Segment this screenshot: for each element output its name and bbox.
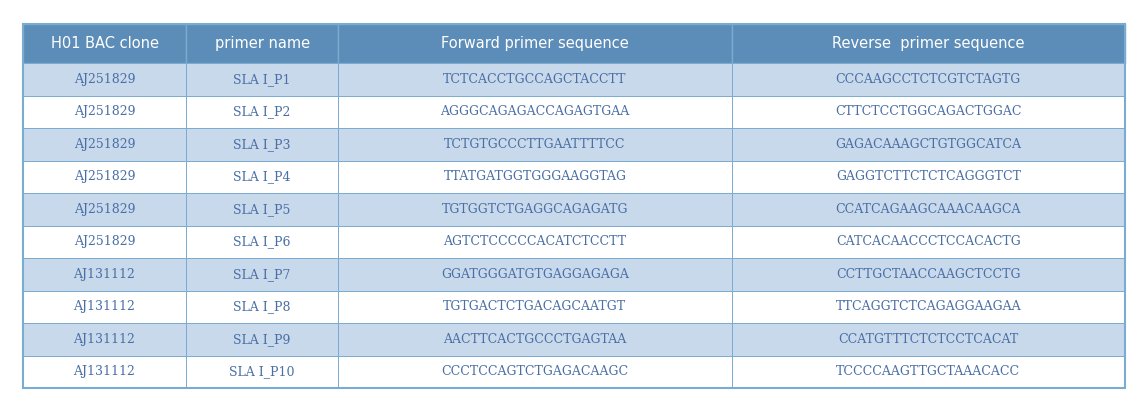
Bar xyxy=(186,193,339,226)
Text: AJ251829: AJ251829 xyxy=(73,138,135,151)
Text: GGATGGGATGTGAGGAGAGA: GGATGGGATGTGAGGAGAGA xyxy=(441,268,629,281)
Text: CCATCAGAAGCAAACAAGCA: CCATCAGAAGCAAACAAGCA xyxy=(836,203,1021,216)
Bar xyxy=(731,356,1125,388)
Text: TCTGTGCCCTTGAATTTTCC: TCTGTGCCCTTGAATTTTCC xyxy=(444,138,626,151)
Text: AJ251829: AJ251829 xyxy=(73,170,135,183)
Bar xyxy=(23,290,186,323)
Bar xyxy=(339,96,731,128)
Text: SLA I_P1: SLA I_P1 xyxy=(233,73,290,86)
Text: AACTTCACTGCCCTGAGTAA: AACTTCACTGCCCTGAGTAA xyxy=(443,333,627,346)
Text: GAGGTCTTCTCTCAGGGTCT: GAGGTCTTCTCTCAGGGTCT xyxy=(836,170,1021,183)
Bar xyxy=(731,323,1125,356)
Bar xyxy=(339,128,731,160)
Bar xyxy=(339,160,731,193)
Text: SLA I_P2: SLA I_P2 xyxy=(233,105,290,118)
Bar xyxy=(186,96,339,128)
Bar xyxy=(731,63,1125,96)
Bar xyxy=(23,323,186,356)
Text: CCCTCCAGTCTGAGACAAGC: CCCTCCAGTCTGAGACAAGC xyxy=(441,365,628,378)
Bar xyxy=(23,226,186,258)
Bar xyxy=(339,193,731,226)
Bar xyxy=(731,258,1125,290)
Text: AJ251829: AJ251829 xyxy=(73,235,135,248)
Bar xyxy=(731,226,1125,258)
Text: AJ131112: AJ131112 xyxy=(73,268,135,281)
Text: AJ131112: AJ131112 xyxy=(73,365,135,378)
Bar xyxy=(339,356,731,388)
Text: TCTCACCTGCCAGCTACCTT: TCTCACCTGCCAGCTACCTT xyxy=(443,73,627,86)
Text: AJ131112: AJ131112 xyxy=(73,300,135,313)
Bar xyxy=(731,24,1125,63)
Text: TTATGATGGTGGGAAGGTAG: TTATGATGGTGGGAAGGTAG xyxy=(443,170,627,183)
Text: AJ251829: AJ251829 xyxy=(73,73,135,86)
Text: SLA I_P3: SLA I_P3 xyxy=(233,138,290,151)
Text: Forward primer sequence: Forward primer sequence xyxy=(441,36,629,51)
Text: TTCAGGTCTCAGAGGAAGAA: TTCAGGTCTCAGAGGAAGAA xyxy=(836,300,1021,313)
Bar xyxy=(23,356,186,388)
Bar xyxy=(23,160,186,193)
Text: AJ251829: AJ251829 xyxy=(73,203,135,216)
Bar xyxy=(186,226,339,258)
Bar xyxy=(731,290,1125,323)
Bar xyxy=(731,128,1125,160)
Text: AJ131112: AJ131112 xyxy=(73,333,135,346)
Bar xyxy=(186,290,339,323)
Text: CTTCTCCTGGCAGACTGGAC: CTTCTCCTGGCAGACTGGAC xyxy=(835,105,1022,118)
Text: TGTGGTCTGAGGCAGAGATG: TGTGGTCTGAGGCAGAGATG xyxy=(442,203,628,216)
Text: SLA I_P9: SLA I_P9 xyxy=(233,333,290,346)
Bar xyxy=(23,258,186,290)
Text: Reverse  primer sequence: Reverse primer sequence xyxy=(832,36,1024,51)
Bar xyxy=(186,63,339,96)
Bar xyxy=(23,128,186,160)
Text: CCATGTTTCTCTCCTCACAT: CCATGTTTCTCTCCTCACAT xyxy=(838,333,1018,346)
Text: CCTTGCTAACCAAGCTCCTG: CCTTGCTAACCAAGCTCCTG xyxy=(836,268,1021,281)
Text: H01 BAC clone: H01 BAC clone xyxy=(51,36,158,51)
Text: primer name: primer name xyxy=(215,36,310,51)
Bar xyxy=(186,160,339,193)
Bar xyxy=(339,24,731,63)
Bar xyxy=(23,193,186,226)
Text: SLA I_P4: SLA I_P4 xyxy=(233,170,290,183)
Text: CATCACAACCCTCCACACTG: CATCACAACCCTCCACACTG xyxy=(836,235,1021,248)
Text: TGTGACTCTGACAGCAATGT: TGTGACTCTGACAGCAATGT xyxy=(443,300,627,313)
Text: SLA I_P10: SLA I_P10 xyxy=(230,365,295,378)
Bar xyxy=(731,160,1125,193)
Bar xyxy=(23,96,186,128)
Text: TCCCCAAGTTGCTAAACACC: TCCCCAAGTTGCTAAACACC xyxy=(836,365,1021,378)
Bar xyxy=(731,96,1125,128)
Text: CCCAAGCCTCTCGTCTAGTG: CCCAAGCCTCTCGTCTAGTG xyxy=(836,73,1021,86)
Bar xyxy=(339,258,731,290)
Bar xyxy=(339,290,731,323)
Bar xyxy=(339,323,731,356)
Text: SLA I_P7: SLA I_P7 xyxy=(233,268,290,281)
Bar xyxy=(186,356,339,388)
Text: AJ251829: AJ251829 xyxy=(73,105,135,118)
Bar xyxy=(186,258,339,290)
Bar xyxy=(339,226,731,258)
Bar xyxy=(23,63,186,96)
Bar xyxy=(339,63,731,96)
Text: SLA I_P6: SLA I_P6 xyxy=(233,235,290,248)
Bar xyxy=(186,24,339,63)
Text: GAGACAAAGCTGTGGCATCA: GAGACAAAGCTGTGGCATCA xyxy=(836,138,1022,151)
Text: AGTCTCCCCCACATCTCCTT: AGTCTCCCCCACATCTCCTT xyxy=(443,235,627,248)
Text: SLA I_P5: SLA I_P5 xyxy=(233,203,290,216)
Text: SLA I_P8: SLA I_P8 xyxy=(233,300,290,313)
Bar xyxy=(186,323,339,356)
Bar xyxy=(731,193,1125,226)
Text: AGGGCAGAGACCAGAGTGAA: AGGGCAGAGACCAGAGTGAA xyxy=(440,105,629,118)
Bar xyxy=(23,24,186,63)
Bar xyxy=(186,128,339,160)
